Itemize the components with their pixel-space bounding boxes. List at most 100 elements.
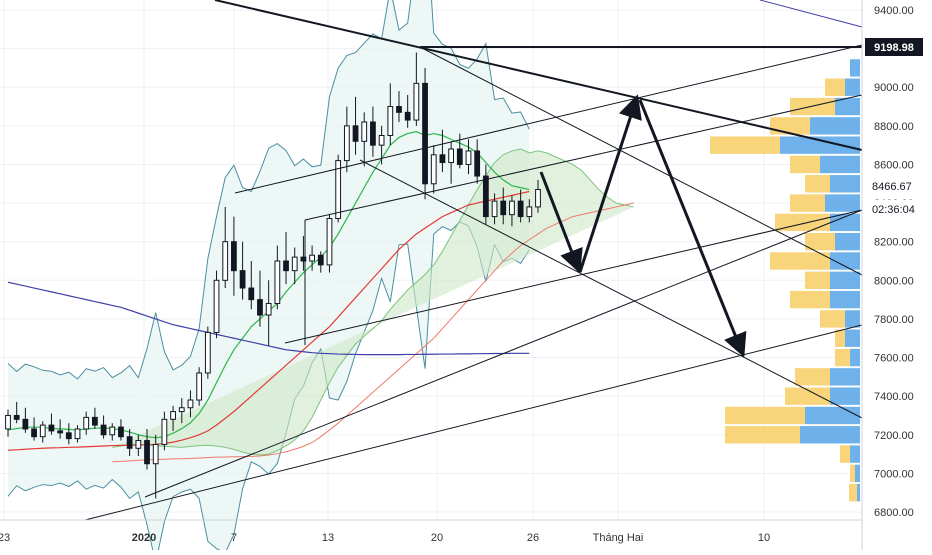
last-price-label-bg bbox=[865, 178, 923, 195]
candle-body bbox=[361, 121, 368, 142]
candle-body bbox=[257, 299, 263, 316]
volume-bar-sell bbox=[850, 59, 860, 77]
cloud-fill bbox=[112, 149, 634, 456]
y-tick-label: 7400.00 bbox=[874, 391, 914, 403]
candle-body bbox=[491, 200, 498, 218]
volume-bar-buy bbox=[785, 387, 830, 405]
y-tick-label: 8200.00 bbox=[874, 237, 914, 249]
x-tick-label: 7 bbox=[231, 532, 237, 544]
candle-body bbox=[109, 426, 116, 436]
cloud-span-a bbox=[112, 148, 634, 456]
candle-body bbox=[144, 440, 150, 465]
volume-bar-sell bbox=[825, 194, 860, 212]
candle-body bbox=[378, 135, 385, 146]
volume-bar-sell bbox=[855, 464, 860, 483]
trendline-major-descending bbox=[214, 0, 863, 151]
y-tick-label: 7000.00 bbox=[874, 468, 914, 480]
candle-body bbox=[430, 154, 437, 185]
channel-upper bbox=[234, 44, 863, 194]
x-tick-label: 2020 bbox=[132, 532, 156, 544]
arrow-up-1 bbox=[578, 94, 642, 273]
gridlines bbox=[0, 0, 862, 520]
candle-body bbox=[335, 160, 342, 220]
volume-bar-buy bbox=[805, 271, 830, 289]
x-tick-label: 26 bbox=[527, 532, 539, 544]
price-labels: 9198.98 8466.67 02:36:04 bbox=[865, 38, 923, 217]
volume-bar-buy bbox=[825, 78, 845, 96]
volume-bar-sell bbox=[845, 310, 860, 328]
candle-body bbox=[300, 256, 307, 262]
candle-body bbox=[135, 440, 142, 449]
x-tick-label: 10 bbox=[758, 532, 770, 544]
candle-body bbox=[343, 125, 350, 162]
volume-bar-buy bbox=[790, 155, 820, 174]
candle-body bbox=[456, 148, 463, 165]
candle-body bbox=[422, 82, 428, 185]
y-tick-label: 8800.00 bbox=[874, 121, 914, 133]
volume-bar-sell bbox=[845, 329, 860, 347]
candle-body bbox=[396, 106, 402, 113]
volume-bar-sell bbox=[830, 290, 860, 309]
candle-body bbox=[126, 436, 133, 449]
candle-body bbox=[91, 416, 98, 426]
blue-line-top bbox=[759, 0, 863, 28]
candle-body bbox=[274, 260, 281, 304]
volume-bar-buy bbox=[725, 426, 800, 444]
bollinger-fill bbox=[8, 0, 530, 555]
y-tick-label: 6800.00 bbox=[874, 507, 914, 519]
ichimoku-cloud bbox=[112, 148, 634, 463]
descending-line-2 bbox=[359, 159, 863, 419]
channel-lower bbox=[284, 209, 863, 344]
volume-bar-buy bbox=[770, 117, 810, 135]
y-tick-label: 8600.00 bbox=[874, 159, 914, 171]
candle-body bbox=[439, 154, 446, 164]
x-tick-label: 23 bbox=[0, 532, 10, 544]
candle-body bbox=[413, 82, 420, 121]
candle-body bbox=[509, 200, 515, 216]
countdown-label: 02:36:04 bbox=[872, 204, 915, 216]
y-tick-label: 9000.00 bbox=[874, 82, 914, 94]
candle-body bbox=[482, 175, 489, 218]
resistance-label: 9198.98 bbox=[874, 42, 914, 54]
volume-bar-buy bbox=[710, 136, 780, 154]
candles bbox=[5, 52, 541, 499]
volume-bar-sell bbox=[857, 484, 860, 502]
volume-bar-buy bbox=[790, 290, 830, 309]
volume-bar-buy bbox=[805, 233, 835, 251]
candle-body bbox=[465, 150, 472, 165]
candle-body bbox=[265, 302, 272, 316]
moving-average-line bbox=[7, 190, 530, 451]
candle-body bbox=[48, 424, 55, 432]
candle-body bbox=[448, 148, 455, 164]
volume-bar-buy bbox=[840, 445, 850, 463]
candle-body bbox=[178, 407, 185, 413]
volume-bar-buy bbox=[835, 348, 850, 367]
candle-body bbox=[196, 372, 203, 401]
axes: 9400.009200.009000.008800.008600.008400.… bbox=[0, 0, 914, 550]
y-tick-label: 9400.00 bbox=[874, 5, 914, 17]
candle-body bbox=[535, 189, 541, 208]
candle-body bbox=[283, 260, 289, 272]
candle-body bbox=[22, 418, 29, 430]
support-line-1 bbox=[144, 209, 863, 498]
candle-body bbox=[213, 279, 220, 333]
candle-body bbox=[239, 270, 246, 289]
candle-body bbox=[39, 424, 46, 438]
candle-body bbox=[152, 443, 159, 465]
candle-body bbox=[204, 331, 211, 374]
volume-bar-sell bbox=[820, 155, 860, 174]
arrow-down-2 bbox=[638, 99, 747, 358]
candle-body bbox=[326, 218, 333, 266]
candle-body bbox=[370, 121, 376, 146]
y-tick-label: 7600.00 bbox=[874, 353, 914, 365]
volume-bar-sell bbox=[835, 97, 860, 116]
candle-body bbox=[526, 206, 533, 218]
candle-body bbox=[474, 150, 481, 177]
cloud-span-b bbox=[112, 202, 634, 463]
volume-bar-buy bbox=[850, 464, 855, 483]
candle-body bbox=[309, 254, 315, 262]
volume-bar-sell bbox=[830, 271, 860, 289]
volume-bar-buy bbox=[805, 175, 830, 193]
candle-body bbox=[387, 106, 394, 136]
